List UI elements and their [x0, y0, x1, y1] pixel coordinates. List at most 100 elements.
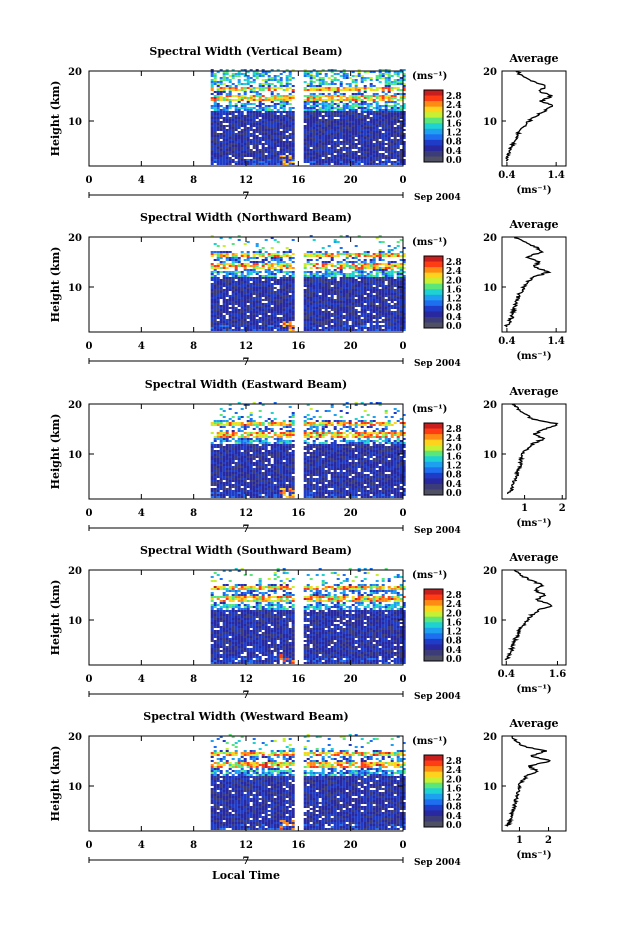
heatmap-cell	[228, 436, 232, 438]
heatmap-cell	[243, 93, 247, 95]
heatmap-cell	[255, 245, 259, 247]
heatmap-cell	[213, 133, 217, 135]
heatmap-cell	[264, 143, 268, 145]
heatmap-cell	[291, 111, 295, 113]
heatmap-cell	[219, 155, 223, 157]
heatmap-cell	[231, 287, 235, 289]
x-tick-label: 12	[239, 341, 253, 352]
heatmap-cell	[225, 129, 229, 131]
heatmap-cell	[291, 95, 295, 97]
heatmap-cell	[219, 93, 223, 95]
heatmap-cell	[240, 275, 244, 277]
heatmap-cell	[288, 251, 292, 253]
heatmap-cell	[285, 83, 289, 85]
heatmap-cell	[225, 69, 229, 71]
heatmap-cell	[366, 127, 370, 129]
heatmap-cell	[243, 327, 247, 329]
heatmap-cell	[333, 289, 337, 291]
heatmap-cell	[321, 87, 325, 89]
heatmap-cell	[348, 145, 352, 147]
heatmap-cell	[276, 271, 280, 273]
heatmap-cell	[258, 287, 262, 289]
heatmap-cell	[252, 251, 256, 253]
heatmap-cell	[345, 309, 349, 311]
heatmap-cell	[372, 147, 376, 149]
heatmap-cell	[351, 89, 355, 91]
heatmap-cell	[390, 281, 394, 283]
heatmap-cell	[288, 127, 292, 129]
heatmap-cell	[360, 157, 364, 159]
heatmap-cell	[330, 289, 334, 291]
heatmap-cell	[318, 251, 322, 253]
heatmap-cell	[213, 107, 217, 109]
heatmap-cell	[282, 299, 286, 301]
heatmap-cell	[339, 235, 343, 237]
heatmap-cell	[396, 81, 400, 83]
heatmap-cell	[273, 283, 277, 285]
heatmap-cell	[357, 161, 361, 163]
heatmap-cell	[228, 468, 232, 470]
heatmap-cell	[237, 107, 241, 109]
heatmap-cell	[234, 291, 238, 293]
heatmap-cell	[252, 107, 256, 109]
heatmap-cell	[348, 261, 352, 263]
heatmap-cell	[333, 135, 337, 137]
heatmap-cell	[240, 97, 244, 99]
heatmap-cell	[240, 311, 244, 313]
heatmap-cell	[303, 101, 307, 103]
heatmap-cell	[270, 97, 274, 99]
heatmap-cell	[315, 99, 319, 101]
heatmap-cell	[249, 119, 253, 121]
heatmap-cell	[279, 261, 283, 263]
heatmap-cell	[246, 149, 250, 151]
heatmap-cell	[246, 123, 250, 125]
heatmap-cell	[270, 145, 274, 147]
heatmap-cell	[360, 285, 364, 287]
heatmap-cell	[309, 291, 313, 293]
heatmap-cell	[213, 466, 217, 468]
heatmap-cell	[231, 446, 235, 448]
heatmap-cell	[249, 317, 253, 319]
heatmap-cell	[351, 279, 355, 281]
heatmap-cell	[318, 123, 322, 125]
heatmap-cell	[402, 163, 406, 165]
heatmap-cell	[342, 153, 346, 155]
heatmap-cell	[273, 141, 277, 143]
heatmap-cell	[393, 311, 397, 313]
heatmap-cell	[291, 287, 295, 289]
heatmap-cell	[234, 315, 238, 317]
heatmap-cell	[306, 157, 310, 159]
heatmap-cell	[240, 303, 244, 305]
heatmap-cell	[261, 109, 265, 111]
heatmap-cell	[228, 466, 232, 468]
heatmap-cell	[327, 157, 331, 159]
heatmap-cell	[330, 279, 334, 281]
heatmap-cell	[216, 139, 220, 141]
heatmap-cell	[264, 97, 268, 99]
heatmap-cell	[225, 99, 229, 101]
heatmap-cell	[255, 283, 259, 285]
heatmap-cell	[339, 311, 343, 313]
heatmap-cell	[234, 281, 238, 283]
heatmap-cell	[354, 261, 358, 263]
heatmap-cell	[324, 141, 328, 143]
heatmap-cell	[216, 153, 220, 155]
heatmap-cell	[387, 251, 391, 253]
heatmap-cell	[381, 279, 385, 281]
heatmap-cell	[267, 75, 271, 77]
heatmap-cell	[384, 133, 388, 135]
heatmap-cell	[252, 307, 256, 309]
heatmap-cell	[279, 305, 283, 307]
heatmap-cell	[336, 317, 340, 319]
heatmap-cell	[261, 89, 265, 91]
heatmap-cell	[267, 117, 271, 119]
colorbar-tick-label: 1.2	[446, 295, 462, 305]
heatmap-cell	[327, 253, 331, 255]
heatmap-cell	[363, 279, 367, 281]
heatmap-cell	[354, 135, 358, 137]
heatmap-cell	[396, 299, 400, 301]
heatmap-cell	[321, 275, 325, 277]
heatmap-cell	[246, 107, 250, 109]
heatmap-cell	[222, 153, 226, 155]
heatmap-cell	[402, 291, 406, 293]
